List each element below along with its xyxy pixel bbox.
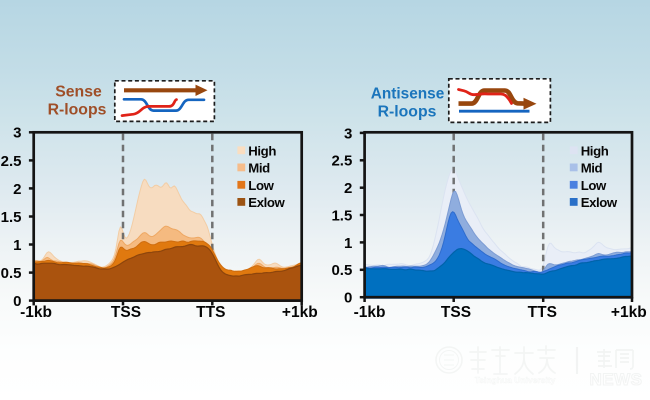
svg-text:TTS: TTS (196, 304, 225, 321)
svg-text:TTS: TTS (528, 304, 557, 321)
svg-text:Exlow: Exlow (248, 195, 285, 210)
svg-text:Sense: Sense (55, 84, 102, 101)
svg-text:2: 2 (344, 180, 352, 197)
svg-text:R-loops: R-loops (378, 104, 437, 121)
svg-text:2.5: 2.5 (1, 153, 22, 170)
svg-text:Antisense: Antisense (371, 86, 445, 103)
svg-text:TSS: TSS (111, 304, 141, 321)
svg-text:1: 1 (13, 237, 21, 254)
svg-text:Low: Low (581, 178, 607, 193)
svg-text:0.5: 0.5 (1, 265, 22, 282)
svg-text:2: 2 (13, 181, 21, 198)
svg-text:R-loops: R-loops (48, 102, 107, 119)
svg-text:High: High (581, 143, 609, 158)
svg-text:Tsinghua University: Tsinghua University (475, 375, 556, 385)
svg-text:0: 0 (344, 290, 352, 307)
svg-text:2.5: 2.5 (331, 153, 352, 170)
svg-text:3: 3 (344, 125, 352, 142)
svg-text:Low: Low (248, 178, 274, 193)
svg-text:-1kb: -1kb (20, 304, 52, 321)
svg-text:0: 0 (13, 293, 21, 310)
svg-text:1.5: 1.5 (331, 207, 352, 224)
svg-text:+1kb: +1kb (611, 304, 647, 321)
svg-text:Exlow: Exlow (581, 195, 618, 210)
svg-text:0.5: 0.5 (331, 262, 352, 279)
svg-text:TSS: TSS (441, 304, 471, 321)
svg-text:+1kb: +1kb (282, 304, 318, 321)
svg-text:-1kb: -1kb (354, 304, 386, 321)
svg-text:Mid: Mid (248, 160, 270, 175)
svg-text:1: 1 (344, 235, 352, 252)
svg-text:NEWS: NEWS (590, 370, 643, 389)
svg-text:High: High (248, 143, 276, 158)
svg-text:3: 3 (13, 125, 21, 142)
svg-text:1.5: 1.5 (1, 209, 22, 226)
svg-text:Mid: Mid (581, 160, 603, 175)
